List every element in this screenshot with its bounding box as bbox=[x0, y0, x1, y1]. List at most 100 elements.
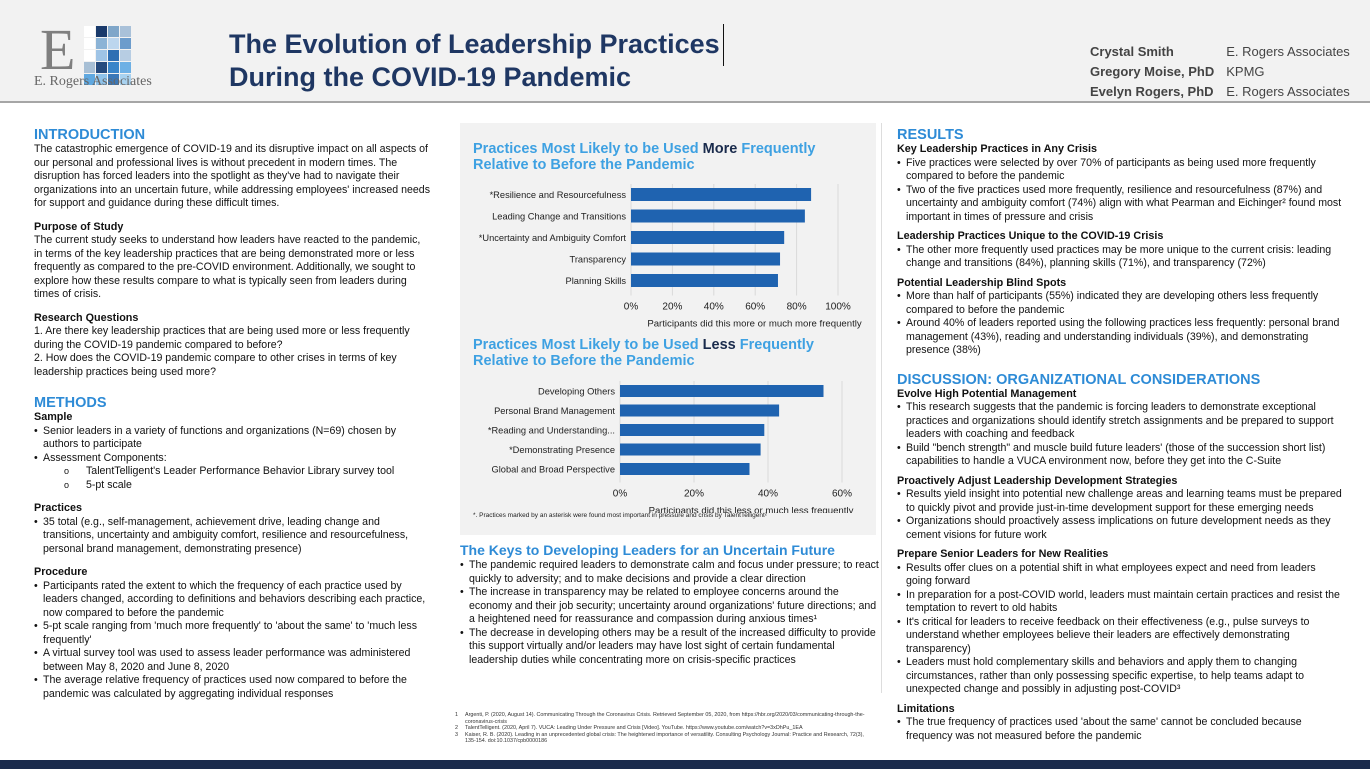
logo-tile bbox=[108, 62, 119, 73]
discussion-heading: DISCUSSION: ORGANIZATIONAL CONSIDERATION… bbox=[897, 371, 1261, 388]
author-list: Crystal Smith E. Rogers Associates Gregor… bbox=[1088, 41, 1352, 103]
logo-tile bbox=[96, 26, 107, 37]
footnote: 2 TalentTelligent. (2020, April 7). VUCA:… bbox=[455, 725, 875, 732]
bullet-list: This research suggests that the pandemic… bbox=[897, 401, 1342, 469]
keys-section: The Keys to Developing Leaders for an Un… bbox=[460, 542, 880, 667]
author-row: Evelyn Rogers, PhD E. Rogers Associates bbox=[1090, 83, 1350, 101]
logo-tile bbox=[108, 50, 119, 61]
title-part: Frequently Relative to Before the Pandem… bbox=[473, 337, 814, 369]
author-affiliation: E. Rogers Associates bbox=[1226, 44, 1350, 59]
author-affiliation: E. Rogers Associates bbox=[1226, 84, 1350, 99]
logo-text: E. Rogers Associates bbox=[34, 74, 152, 89]
subsection-heading: Limitations bbox=[897, 702, 955, 715]
chart-note: *. Practices marked by an asterisk were … bbox=[473, 512, 767, 519]
logo-mosaic bbox=[84, 26, 131, 85]
list-item: Leaders must hold complementary skills a… bbox=[897, 656, 1342, 697]
keys-list: The pandemic required leaders to demonst… bbox=[460, 559, 880, 667]
tick-label: 40% bbox=[704, 302, 724, 313]
bullet-list: The true frequency of practices used 'ab… bbox=[897, 716, 1342, 743]
list-item: Around 40% of leaders reported using the… bbox=[897, 317, 1342, 358]
list-item: TalentTelligent's Leader Performance Beh… bbox=[34, 465, 430, 479]
tick-label: 60% bbox=[745, 302, 765, 313]
logo-tile bbox=[108, 74, 119, 85]
column-divider bbox=[881, 123, 882, 693]
category-label: Leading Change and Transitions bbox=[492, 212, 626, 222]
tick-label: 0% bbox=[624, 302, 639, 313]
logo-tile bbox=[84, 38, 95, 49]
left-column: INTRODUCTION The catastrophic emergence … bbox=[34, 127, 430, 701]
category-label: Global and Broad Perspective bbox=[491, 465, 615, 475]
list-item: The other more frequently used practices… bbox=[897, 244, 1342, 271]
title-part: Frequently Relative to Before the Pandem… bbox=[473, 141, 816, 173]
list-item: Assessment Components: bbox=[34, 452, 430, 466]
footnote-number: 3 bbox=[455, 731, 458, 738]
tick-label: 80% bbox=[787, 302, 807, 313]
logo-tile bbox=[84, 50, 95, 61]
list-item: The average relative frequency of practi… bbox=[34, 674, 430, 701]
title-line-2: During the COVID-19 Pandemic bbox=[229, 62, 632, 92]
list-item: It's critical for leaders to receive fee… bbox=[897, 616, 1342, 657]
logo-tile bbox=[96, 50, 107, 61]
subsection-heading: Key Leadership Practices in Any Crisis bbox=[897, 143, 1098, 155]
logo-tile bbox=[120, 50, 131, 61]
list-item: Results yield insight into potential new… bbox=[897, 488, 1342, 515]
bar bbox=[631, 209, 805, 223]
footnote-text: Argenti, P. (2020, August 14). Communica… bbox=[465, 712, 865, 725]
assessment-list: TalentTelligent's Leader Performance Beh… bbox=[34, 465, 430, 492]
sample-heading: Sample bbox=[34, 411, 73, 423]
list-item: The decrease in developing others may be… bbox=[460, 627, 880, 668]
logo-tile bbox=[120, 74, 131, 85]
category-label: Developing Others bbox=[538, 387, 615, 397]
author-row: Crystal Smith E. Rogers Associates bbox=[1090, 43, 1350, 61]
logo-letter: E bbox=[40, 17, 76, 82]
bullet-list: More than half of participants (55%) ind… bbox=[897, 290, 1342, 358]
title-part: Practices Most Likely to be Used bbox=[473, 337, 703, 353]
tick-label: 100% bbox=[825, 302, 851, 313]
company-logo: E E. Rogers Associates bbox=[34, 17, 174, 94]
category-label: Transparency bbox=[570, 255, 627, 265]
bar bbox=[620, 443, 761, 456]
bar bbox=[620, 463, 750, 475]
results-heading: RESULTS bbox=[897, 127, 964, 143]
tick-label: 20% bbox=[684, 489, 704, 500]
list-item: Senior leaders in a variety of functions… bbox=[34, 425, 430, 452]
logo-tile bbox=[120, 26, 131, 37]
purpose-heading: Purpose of Study bbox=[34, 220, 124, 233]
list-item: 5-pt scale bbox=[34, 479, 430, 493]
bar bbox=[631, 252, 781, 266]
category-label: *Demonstrating Presence bbox=[509, 445, 615, 455]
logo-tile bbox=[84, 62, 95, 73]
logo-tile bbox=[120, 38, 131, 49]
logo-tile bbox=[108, 26, 119, 37]
footer-bar bbox=[0, 760, 1370, 769]
category-label: *Reading and Understanding... bbox=[488, 426, 615, 436]
author-name: Evelyn Rogers, PhD bbox=[1090, 84, 1214, 99]
list-item: The pandemic required leaders to demonst… bbox=[460, 559, 880, 586]
title-emphasis: More bbox=[702, 141, 738, 157]
subsection-heading: Evolve High Potential Management bbox=[897, 387, 1077, 400]
logo-tile bbox=[96, 74, 107, 85]
tick-label: 60% bbox=[832, 489, 852, 500]
research-questions-heading: Research Questions bbox=[34, 311, 139, 324]
footnote-number: 2 bbox=[455, 725, 458, 731]
purpose-text: The current study seeks to understand ho… bbox=[34, 234, 421, 300]
text-cursor bbox=[722, 24, 724, 66]
footnote: 3 Kaiser, R. B. (2020). Leading in an unp… bbox=[455, 732, 875, 745]
x-axis-label: Participants did this more or much more … bbox=[647, 319, 862, 330]
logo-tile bbox=[120, 62, 131, 73]
tick-label: 40% bbox=[758, 489, 778, 500]
intro-heading: INTRODUCTION bbox=[34, 127, 146, 143]
procedure-heading: Procedure bbox=[34, 566, 88, 578]
list-item: The increase in transparency may be rela… bbox=[460, 586, 880, 627]
title-part: Practices Most Likely to be Used bbox=[473, 141, 703, 157]
subsection-heading: Proactively Adjust Leadership Developmen… bbox=[897, 474, 1178, 487]
category-label: *Uncertainty and Ambiguity Comfort bbox=[479, 233, 627, 243]
footnote-text: TalentTelligent. (2020, April 7). VUCA: … bbox=[465, 725, 803, 731]
sample-list: Senior leaders in a variety of functions… bbox=[34, 425, 430, 466]
logo-tile bbox=[108, 38, 119, 49]
methods-heading: METHODS bbox=[34, 395, 107, 411]
bar bbox=[620, 404, 780, 417]
list-item: 5-pt scale ranging from 'much more frequ… bbox=[34, 620, 430, 647]
list-item: Five practices were selected by over 70%… bbox=[897, 157, 1342, 184]
bar bbox=[620, 385, 824, 397]
